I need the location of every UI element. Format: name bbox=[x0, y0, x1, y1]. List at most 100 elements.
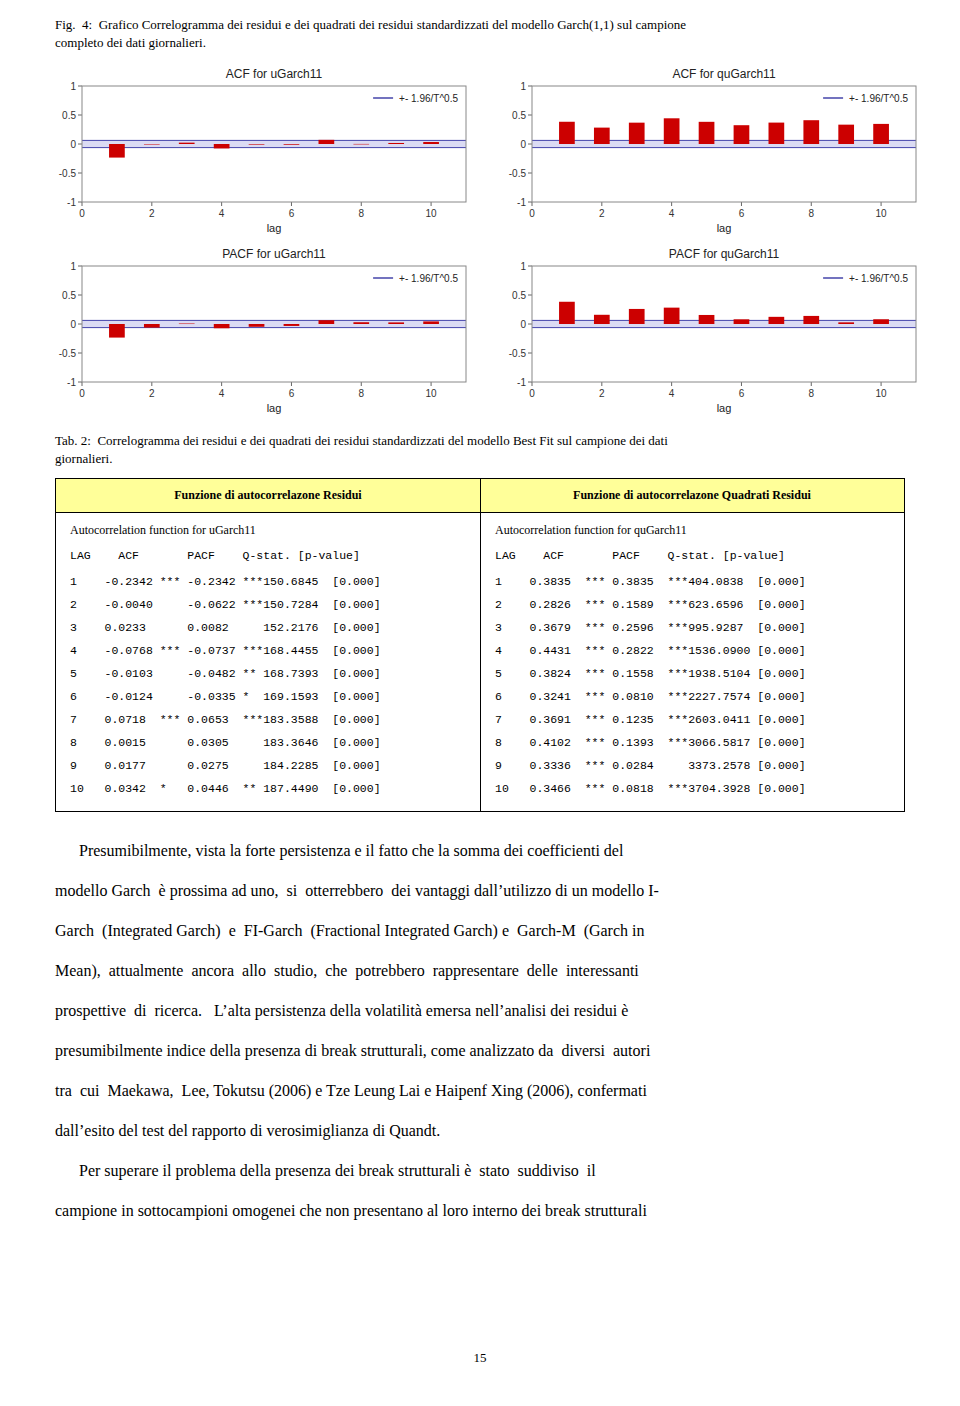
table-cell: 10 bbox=[70, 782, 84, 795]
y-tick-label: -1 bbox=[517, 377, 526, 388]
table-cell: *** bbox=[585, 644, 606, 657]
table-cell: 152.2176 bbox=[263, 621, 318, 634]
bar bbox=[249, 324, 265, 327]
y-tick bbox=[528, 295, 532, 296]
figure-title: Fig. 4: Grafico Correlogramma dei residu… bbox=[55, 16, 915, 52]
table-cell: [0.000] bbox=[757, 621, 805, 634]
bar bbox=[144, 324, 160, 328]
table-cell: 404.0838 bbox=[688, 575, 743, 588]
table-cell: ** bbox=[243, 667, 257, 680]
table-cell: [0.000] bbox=[332, 621, 380, 634]
table-cell: 0.0275 bbox=[187, 759, 228, 772]
table-cell: 4 bbox=[495, 644, 502, 657]
table-cell: 9 bbox=[70, 759, 77, 772]
x-tick bbox=[671, 202, 672, 206]
body-text-line: prospettive di ricerca. L’alta persisten… bbox=[55, 1002, 628, 1020]
x-tick bbox=[532, 382, 533, 386]
legend-label: +- 1.96/T^0.5 bbox=[399, 93, 458, 104]
table-cell: [0.000] bbox=[757, 644, 805, 657]
bar bbox=[594, 315, 610, 324]
table-cell: 0.1558 bbox=[612, 667, 653, 680]
table-cell: 1 bbox=[495, 575, 502, 588]
x-tick-label: 4 bbox=[219, 208, 225, 219]
body-text-line: Presumibilmente, vista la forte persiste… bbox=[55, 842, 623, 860]
table-cell: 6 bbox=[495, 690, 502, 703]
x-tick bbox=[601, 202, 602, 206]
table-cell: 184.2285 bbox=[263, 759, 318, 772]
chart: ACF for quGarch11-1-0.500.510246810lag+-… bbox=[490, 64, 930, 238]
table-cell: *** bbox=[668, 621, 689, 634]
bar bbox=[249, 144, 265, 146]
x-tick-label: 4 bbox=[219, 388, 225, 399]
body-text-line: presumibilmente indice della presenza di… bbox=[55, 1042, 650, 1060]
table-cell: *** bbox=[668, 713, 689, 726]
table-cell: 0.1235 bbox=[612, 713, 653, 726]
table-cell: [0.000] bbox=[332, 759, 380, 772]
body-text-line: Per superare il problema della presenza … bbox=[55, 1162, 596, 1180]
y-tick-label: -0.5 bbox=[59, 348, 77, 359]
x-axis-label: lag bbox=[267, 222, 282, 234]
table-cell: [0.000] bbox=[332, 713, 380, 726]
table-column-header: LAG ACF PACF Q-stat. [p-value] bbox=[495, 549, 785, 562]
x-tick bbox=[881, 382, 882, 386]
plot-frame bbox=[532, 266, 916, 382]
table-cell: 0.0810 bbox=[612, 690, 653, 703]
table-cell: [0.000] bbox=[332, 644, 380, 657]
table-cell: 2 bbox=[495, 598, 502, 611]
table-divider bbox=[480, 479, 481, 811]
table-cell: 0.1589 bbox=[612, 598, 653, 611]
chart: PACF for quGarch11-1-0.500.510246810lag+… bbox=[490, 244, 930, 418]
table-cell: [0.000] bbox=[332, 575, 380, 588]
chart-title: ACF for uGarch11 bbox=[226, 67, 323, 81]
x-axis-label: lag bbox=[717, 402, 732, 414]
chart: ACF for uGarch11-1-0.500.510246810lag+- … bbox=[40, 64, 480, 238]
x-tick-label: 10 bbox=[876, 388, 888, 399]
confidence-band bbox=[532, 140, 916, 147]
bar bbox=[664, 118, 680, 144]
bar bbox=[699, 122, 715, 144]
table-cell: 0.0305 bbox=[187, 736, 228, 749]
table-cell: *** bbox=[668, 667, 689, 680]
table-cell: *** bbox=[243, 575, 264, 588]
x-tick bbox=[82, 202, 83, 206]
y-tick bbox=[528, 382, 532, 383]
x-tick bbox=[741, 202, 742, 206]
y-tick bbox=[528, 353, 532, 354]
x-tick-label: 6 bbox=[739, 208, 745, 219]
y-tick bbox=[528, 144, 532, 145]
x-tick bbox=[291, 202, 292, 206]
table-cell: 995.9287 bbox=[688, 621, 743, 634]
x-tick-label: 0 bbox=[79, 388, 85, 399]
table-cell: 4 bbox=[70, 644, 77, 657]
x-tick bbox=[361, 202, 362, 206]
x-tick-label: 0 bbox=[529, 388, 535, 399]
x-tick bbox=[601, 382, 602, 386]
bar bbox=[803, 120, 819, 144]
table-subtitle: Autocorrelation function for quGarch11 bbox=[495, 523, 687, 538]
body-text-line: Mean), attualmente ancora allo studio, c… bbox=[55, 962, 639, 980]
table-cell: 183.3588 bbox=[263, 713, 318, 726]
page-number: 15 bbox=[0, 1350, 960, 1366]
x-tick bbox=[151, 202, 152, 206]
bar bbox=[803, 316, 819, 324]
table-subtitle: Autocorrelation function for uGarch11 bbox=[70, 523, 256, 538]
confidence-line bbox=[532, 327, 916, 328]
y-tick-label: 0 bbox=[520, 319, 526, 330]
x-tick-label: 8 bbox=[358, 208, 364, 219]
table-cell: 8 bbox=[495, 736, 502, 749]
bar bbox=[559, 302, 575, 324]
table-cell: 0.0284 bbox=[612, 759, 653, 772]
y-tick bbox=[528, 86, 532, 87]
y-tick-label: -1 bbox=[67, 377, 76, 388]
table-cell: *** bbox=[585, 713, 606, 726]
y-tick-label: 1 bbox=[520, 261, 526, 272]
legend-label: +- 1.96/T^0.5 bbox=[399, 273, 458, 284]
legend-label: +- 1.96/T^0.5 bbox=[849, 93, 908, 104]
y-tick bbox=[528, 324, 532, 325]
table-cell: 0.3679 bbox=[530, 621, 571, 634]
x-tick-label: 0 bbox=[79, 208, 85, 219]
table-cell: 0.3336 bbox=[530, 759, 571, 772]
bar bbox=[769, 123, 785, 144]
y-tick-label: 0 bbox=[520, 139, 526, 150]
table-cell: -0.0103 bbox=[105, 667, 153, 680]
